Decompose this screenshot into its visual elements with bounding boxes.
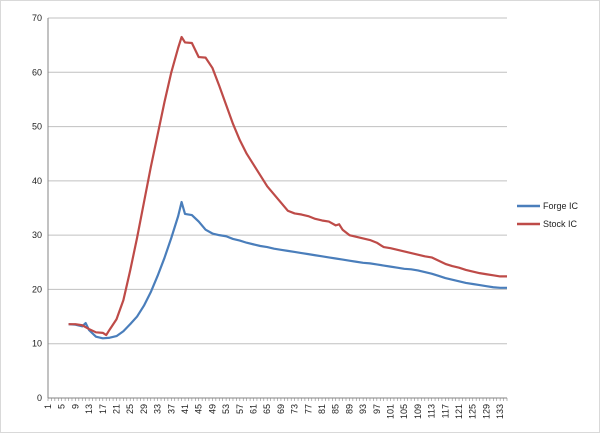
x-tick-label: 93 (358, 404, 368, 414)
x-tick-label: 129 (481, 404, 491, 419)
x-tick-label: 69 (276, 404, 286, 414)
x-tick-label: 53 (221, 404, 231, 414)
y-tick-label: 10 (32, 339, 42, 349)
x-tick-label: 41 (180, 404, 190, 414)
x-tick-label: 105 (399, 404, 409, 419)
x-tick-label: 113 (427, 404, 437, 418)
x-tick-label: 17 (98, 404, 108, 414)
x-tick-label: 109 (413, 404, 423, 419)
legend-label: Forge IC (543, 201, 579, 211)
x-tick-label: 45 (194, 404, 204, 414)
x-tick-label: 65 (262, 404, 272, 414)
data-series (68, 35, 507, 340)
x-tick-label: 101 (386, 404, 396, 419)
series-line-forge-ic (68, 200, 507, 340)
x-tick-label: 37 (166, 404, 176, 414)
y-tick-label: 30 (32, 230, 42, 240)
x-tick-label: 9 (70, 404, 80, 409)
x-tick-label: 133 (495, 404, 505, 419)
x-tick-label: 49 (207, 404, 217, 414)
y-tick-label: 60 (32, 67, 42, 77)
legend: Forge IC Stock IC (517, 201, 579, 229)
x-tick-label: 81 (317, 404, 327, 414)
x-tick-label: 73 (290, 404, 300, 414)
legend-label: Stock IC (543, 219, 578, 229)
x-tick-label: 121 (454, 404, 464, 419)
x-tick-label: 33 (153, 404, 163, 414)
x-tick-label: 57 (235, 404, 245, 414)
x-tick-label: 5 (57, 404, 67, 409)
x-tick-label: 29 (139, 404, 149, 414)
x-tick-label: 77 (303, 404, 313, 414)
y-tick-label: 0 (37, 393, 42, 403)
x-tick-label: 89 (344, 404, 354, 414)
y-tick-label: 70 (32, 13, 42, 23)
x-tick-label: 25 (125, 404, 135, 414)
gridlines (48, 17, 507, 399)
x-tick-label: 125 (468, 404, 478, 419)
y-tick-label: 40 (32, 176, 42, 186)
x-tick-label: 117 (440, 404, 450, 418)
x-tick-label: 85 (331, 404, 341, 414)
x-tick-label: 61 (249, 404, 259, 414)
axes: 0 10 20 30 40 50 60 70 1 5 9 13 17 21 25 29 33 37 41 45 49 53… (32, 13, 508, 419)
x-tick-label: 1 (43, 404, 53, 409)
y-tick-label: 50 (32, 122, 42, 132)
x-tick-label: 21 (112, 404, 122, 414)
y-tick-label: 20 (32, 284, 42, 294)
x-tick-label: 13 (84, 404, 94, 414)
x-tick-label: 97 (372, 404, 382, 414)
series-line-stock-ic (68, 35, 507, 337)
